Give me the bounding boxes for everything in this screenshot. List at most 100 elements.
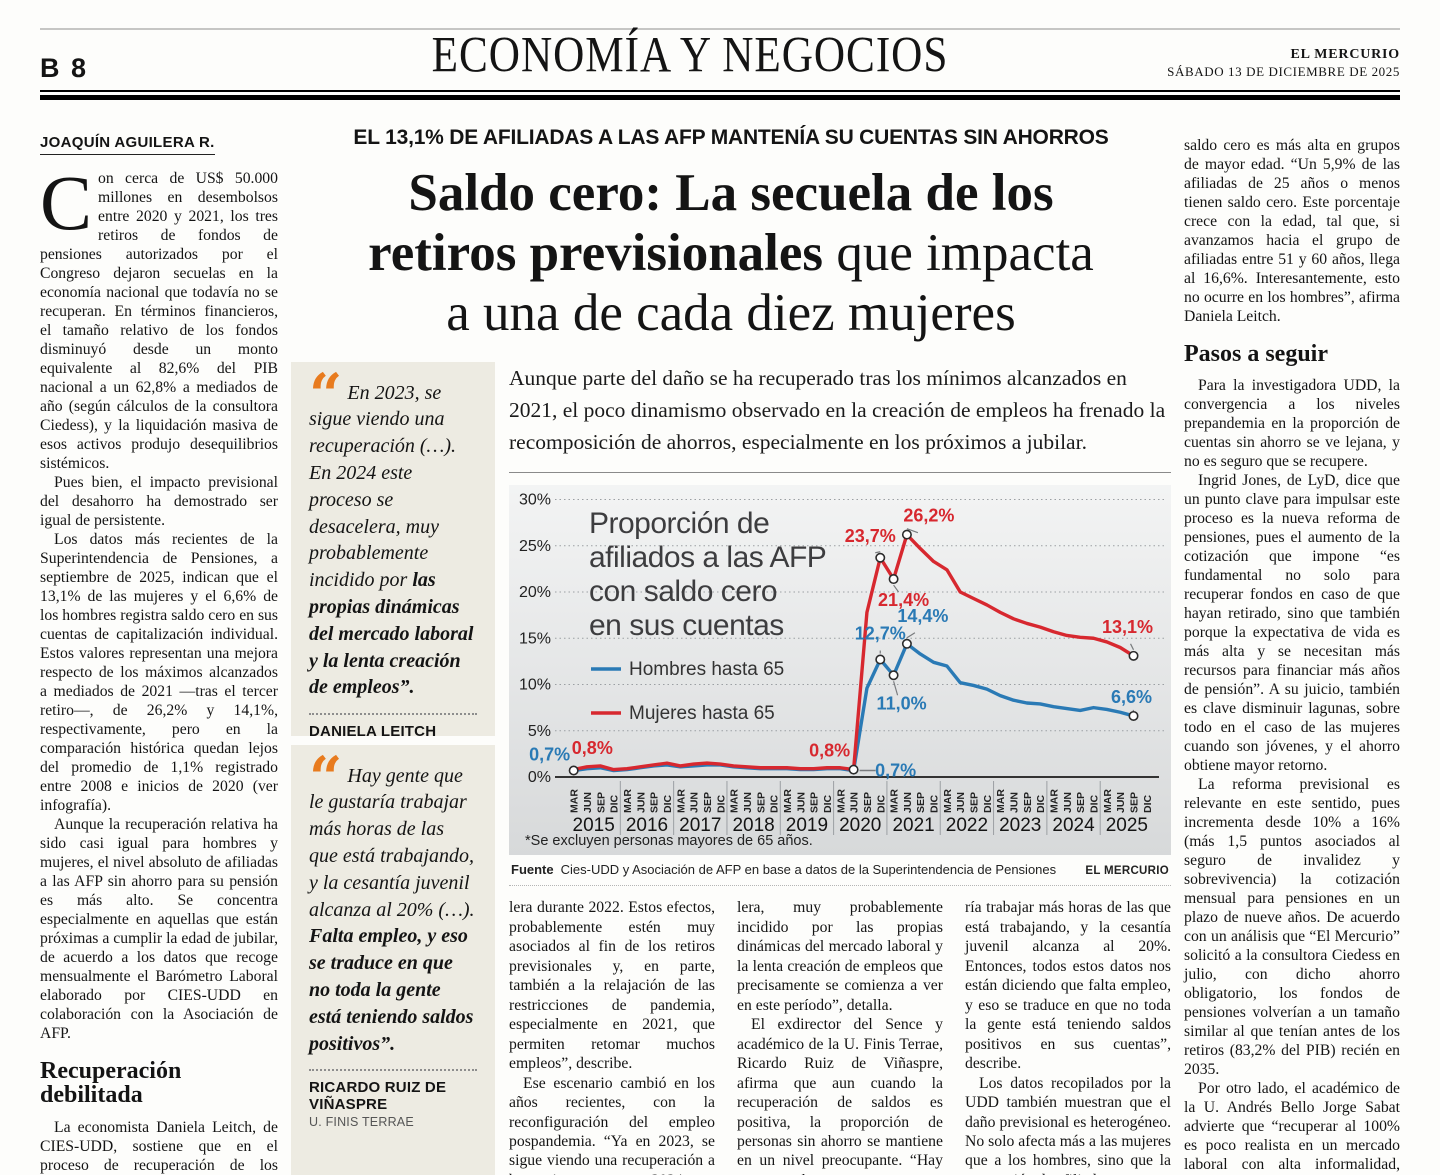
y-tick-label: 15% [519,631,551,648]
point-marker [888,574,899,585]
x-year-label: 2023 [999,815,1041,836]
x-quarter-tick: SEP [755,792,767,813]
x-quarter-tick: JUN [955,792,967,813]
data-label: 14,4% [897,606,948,626]
point-marker [1128,651,1139,662]
center-content: Aunque parte del daño se ha recuperado t… [509,362,1171,1175]
quote-attribution-name: RICARDO RUIZ DE VIÑASPRE [309,1079,447,1114]
x-quarter-tick: DIC [929,795,941,814]
right-column: saldo cero es más alta en grupos de mayo… [1184,100,1400,1175]
x-year-label: 2025 [1106,815,1148,836]
chart-panel: 0% 5% 10% 15% 20% 25% 30% Proporción de afiliado… [509,485,1171,856]
x-year-label: 2017 [679,815,721,836]
source-label: Fuente [511,862,554,878]
body-paragraph: Pues bien, el impacto previsional del de… [40,474,278,529]
x-year-label: 2021 [892,815,934,836]
point-marker [568,765,579,776]
data-label: 6,6% [1111,687,1152,707]
x-quarter-tick: SEP [649,792,661,813]
x-quarter-tick: MAR [1102,789,1114,813]
y-tick-label: 20% [519,584,551,601]
center-column: EL 13,1% DE AFILIADAS A LAS AFP MANTENÍA… [291,100,1171,1175]
column-subhead: Pasos a seguir [1184,341,1328,367]
quote-divider [309,1069,477,1072]
data-label: 13,1% [1102,617,1153,637]
x-quarter-tick: JUN [1062,792,1074,813]
y-tick-label: 10% [519,677,551,694]
x-quarter-tick: MAR [729,789,741,813]
headline-line: retiros previsionales que impacta [368,223,1094,282]
column-subhead: Recuperación debilitada [40,1058,182,1109]
drop-cap: C [40,159,93,246]
page-number: B 8 [40,53,89,83]
x-year-label: 2018 [732,815,774,836]
point-marker [901,530,912,541]
x-quarter-tick: SEP [915,792,927,813]
y-tick-label: 30% [519,492,551,509]
headline: Saldo cero: La secuela de los retiros pre… [291,164,1171,344]
x-quarter-tick: DIC [822,795,834,814]
quote-attribution-role: U. FINIS TERRAE [309,1115,414,1130]
x-quarter-tick: DIC [982,795,994,814]
x-year-label: 2022 [946,815,988,836]
headline-line: a una de cada diez mujeres [446,283,1016,342]
afp-zero-balance-chart: 0% 5% 10% 15% 20% 25% 30% Proporción de afiliado… [509,485,1171,856]
body-paragraph: Por otro lado, el académico de la U. And… [1184,1080,1400,1174]
data-label: 0,7% [875,761,916,781]
label-leader [893,585,900,593]
x-quarter-tick: MAR [942,789,954,813]
content-row: “En 2023, se sigue viendo una recuperaci… [291,361,1171,1175]
body-paragraph: Ese escenario cambió en los años recient… [509,1074,715,1175]
bottom-column: ría trabajar más horas de las que está t… [965,898,1171,1175]
body-paragraph: ría trabajar más horas de las que está t… [965,899,1171,1073]
data-label: 26,2% [903,506,954,526]
quote-attribution-name: DANIELA LEITCH [309,723,437,736]
data-label: 21,4% [878,590,929,610]
data-label: 11,0% [877,694,927,714]
body-paragraph: saldo cero es más alta en grupos de mayo… [1184,137,1400,325]
point-marker [875,553,886,564]
quote-divider [309,713,477,716]
x-year-label: 2016 [626,815,668,836]
x-quarter-tick: DIC [875,795,887,814]
x-quarter-tick: JUN [1115,792,1127,813]
body-paragraph: lera, muy probablemente incidido por las… [737,899,943,1014]
point-marker [848,764,859,775]
y-tick-label: 5% [528,723,551,740]
source-value: Cies-UDD y Asociación de AFP en base a d… [560,862,1057,878]
deck: Aunque parte del daño se ha recuperado t… [509,362,1171,474]
data-label: 12,7% [855,624,906,644]
headline-line: Saldo cero: La secuela de los [408,164,1054,222]
x-quarter-tick: MAR [622,789,634,813]
x-quarter-tick: MAR [835,789,847,813]
x-quarter-tick: MAR [675,789,687,813]
page-header: B 8 ECONOMÍA Y NEGOCIOS EL MERCURIO SÁBA… [40,26,1400,90]
point-marker [888,670,899,681]
data-label: 0,8% [809,741,850,761]
source-line: Fuente Cies-UDD y Asociación de AFP en ba… [509,855,1171,887]
x-quarter-tick: SEP [969,792,981,813]
x-year-label: 2015 [573,815,615,836]
label-leader [875,551,881,554]
x-quarter-tick: JUN [795,792,807,813]
data-label: 23,7% [845,526,896,546]
x-quarter-tick: JUN [689,792,701,813]
bottom-column: lera durante 2022. Estos efectos, probab… [509,898,715,1175]
x-quarter-tick: JUN [849,792,861,813]
quote-text: “Hay gente que le gustaría trabajar más … [309,744,475,1055]
article-byline: JOAQUÍN AGUILERA R. [40,134,215,155]
masthead: EL MERCURIO [1290,47,1400,63]
x-quarter-tick: SEP [1022,792,1034,813]
body-paragraph: Ingrid Jones, de LyD, dice que un punto … [1184,472,1400,775]
x-quarter-tick: DIC [1089,795,1101,814]
point-marker [1128,711,1139,722]
y-tick-label: 0% [528,769,551,786]
x-quarter-tick: SEP [595,792,607,813]
x-quarter-tick: JUN [1009,792,1021,813]
label-leader [893,681,899,696]
x-quarter-tick: DIC [609,795,621,814]
x-quarter-tick: JUN [582,792,594,813]
